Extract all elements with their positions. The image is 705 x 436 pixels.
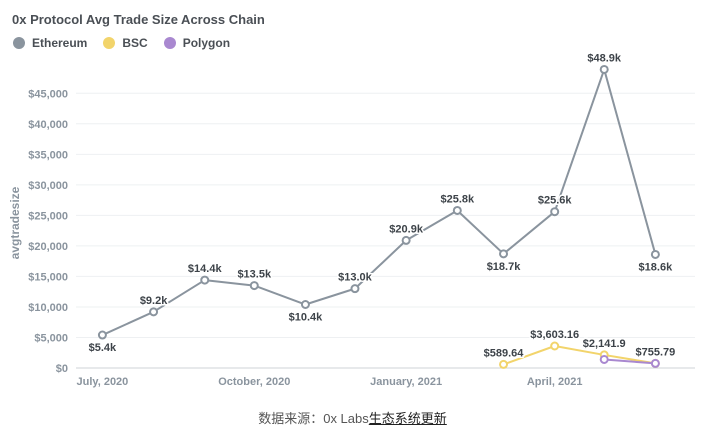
series-line-ethereum (101, 68, 657, 336)
data-label-ethereum: $18.6k (639, 261, 674, 273)
data-point-polygon (650, 358, 660, 368)
data-label-ethereum: $13.5k (237, 269, 272, 281)
data-point-polygon (599, 354, 609, 364)
legend-label-bsc: BSC (122, 36, 148, 50)
data-label-bsc: $589.64 (484, 347, 525, 359)
y-tick-label: $15,000 (28, 271, 68, 283)
series-line-bsc (503, 345, 656, 366)
y-tick-label: $20,000 (28, 241, 68, 253)
data-label-bsc: $3,603.16 (530, 329, 579, 341)
data-point-ethereum (550, 207, 560, 217)
x-tick-label: October, 2020 (218, 376, 290, 388)
data-point-ethereum (300, 300, 310, 310)
data-point-ethereum (200, 275, 210, 285)
x-tick-label: July, 2020 (77, 376, 129, 388)
data-point-bsc (550, 341, 560, 351)
y-tick-label: $45,000 (28, 88, 68, 100)
source-caption: 数据来源：0x Labs生态系统更新 (0, 408, 705, 427)
data-label-bsc: $2,141.9 (583, 338, 626, 350)
x-tick-label: January, 2021 (370, 376, 442, 388)
data-point-ethereum (650, 249, 660, 259)
data-point-ethereum (249, 281, 259, 291)
data-label-ethereum: $25.8k (440, 193, 475, 205)
legend-item-polygon[interactable]: Polygon (163, 36, 231, 50)
y-tick-label: $35,000 (28, 149, 68, 161)
legend-swatch-bsc (103, 37, 116, 49)
chart-plot: $0 $5,000 $10,000 $15,000 $20,000 $25,000 $30,… (8, 51, 695, 388)
data-point-ethereum (401, 235, 411, 245)
ecosystem-update-link[interactable]: 生态系统更新 (368, 411, 447, 426)
data-point-ethereum (97, 330, 107, 340)
data-label-ethereum: $5.4k (89, 342, 117, 354)
data-label-ethereum: $9.2k (140, 295, 168, 307)
series-line-polygon (604, 358, 656, 365)
legend-label-ethereum: Ethereum (32, 36, 88, 50)
legend-swatch-polygon (163, 37, 176, 49)
y-tick-label: $10,000 (28, 302, 68, 314)
chart-title: 0x Protocol Avg Trade Size Across Chain (12, 12, 265, 27)
data-label-bsc: $755.79 (636, 346, 676, 358)
data-label-ethereum: $20.9k (389, 223, 424, 235)
data-label-ethereum: $10.4k (289, 312, 324, 324)
data-point-ethereum (599, 64, 609, 74)
data-point-ethereum (350, 284, 360, 294)
data-label-ethereum: $18.7k (487, 261, 522, 273)
y-tick-label: $25,000 (28, 210, 68, 222)
data-point-ethereum (499, 249, 509, 259)
data-label-ethereum: $48.9k (587, 52, 622, 64)
y-axis-title: avgtradesize (8, 186, 22, 259)
data-point-bsc (499, 359, 509, 369)
chart-legend: Ethereum BSC Polygon (13, 36, 246, 50)
data-label-ethereum: $25.6k (538, 195, 573, 207)
y-tick-label: $30,000 (28, 180, 68, 192)
legend-item-ethereum[interactable]: Ethereum (13, 36, 87, 50)
legend-item-bsc[interactable]: BSC (103, 36, 148, 50)
y-tick-label: $5,000 (34, 332, 68, 344)
data-label-ethereum: $13.0k (338, 272, 373, 284)
y-tick-label: $40,000 (28, 119, 68, 131)
x-tick-label: April, 2021 (527, 376, 583, 388)
data-point-ethereum (149, 307, 159, 317)
legend-swatch-ethereum (13, 37, 25, 49)
y-tick-label: $0 (56, 363, 68, 375)
legend-label-polygon: Polygon (182, 36, 231, 50)
data-point-ethereum (452, 205, 462, 215)
data-label-ethereum: $14.4k (188, 263, 223, 275)
caption-prefix: 数据来源：0x Labs (258, 411, 369, 426)
